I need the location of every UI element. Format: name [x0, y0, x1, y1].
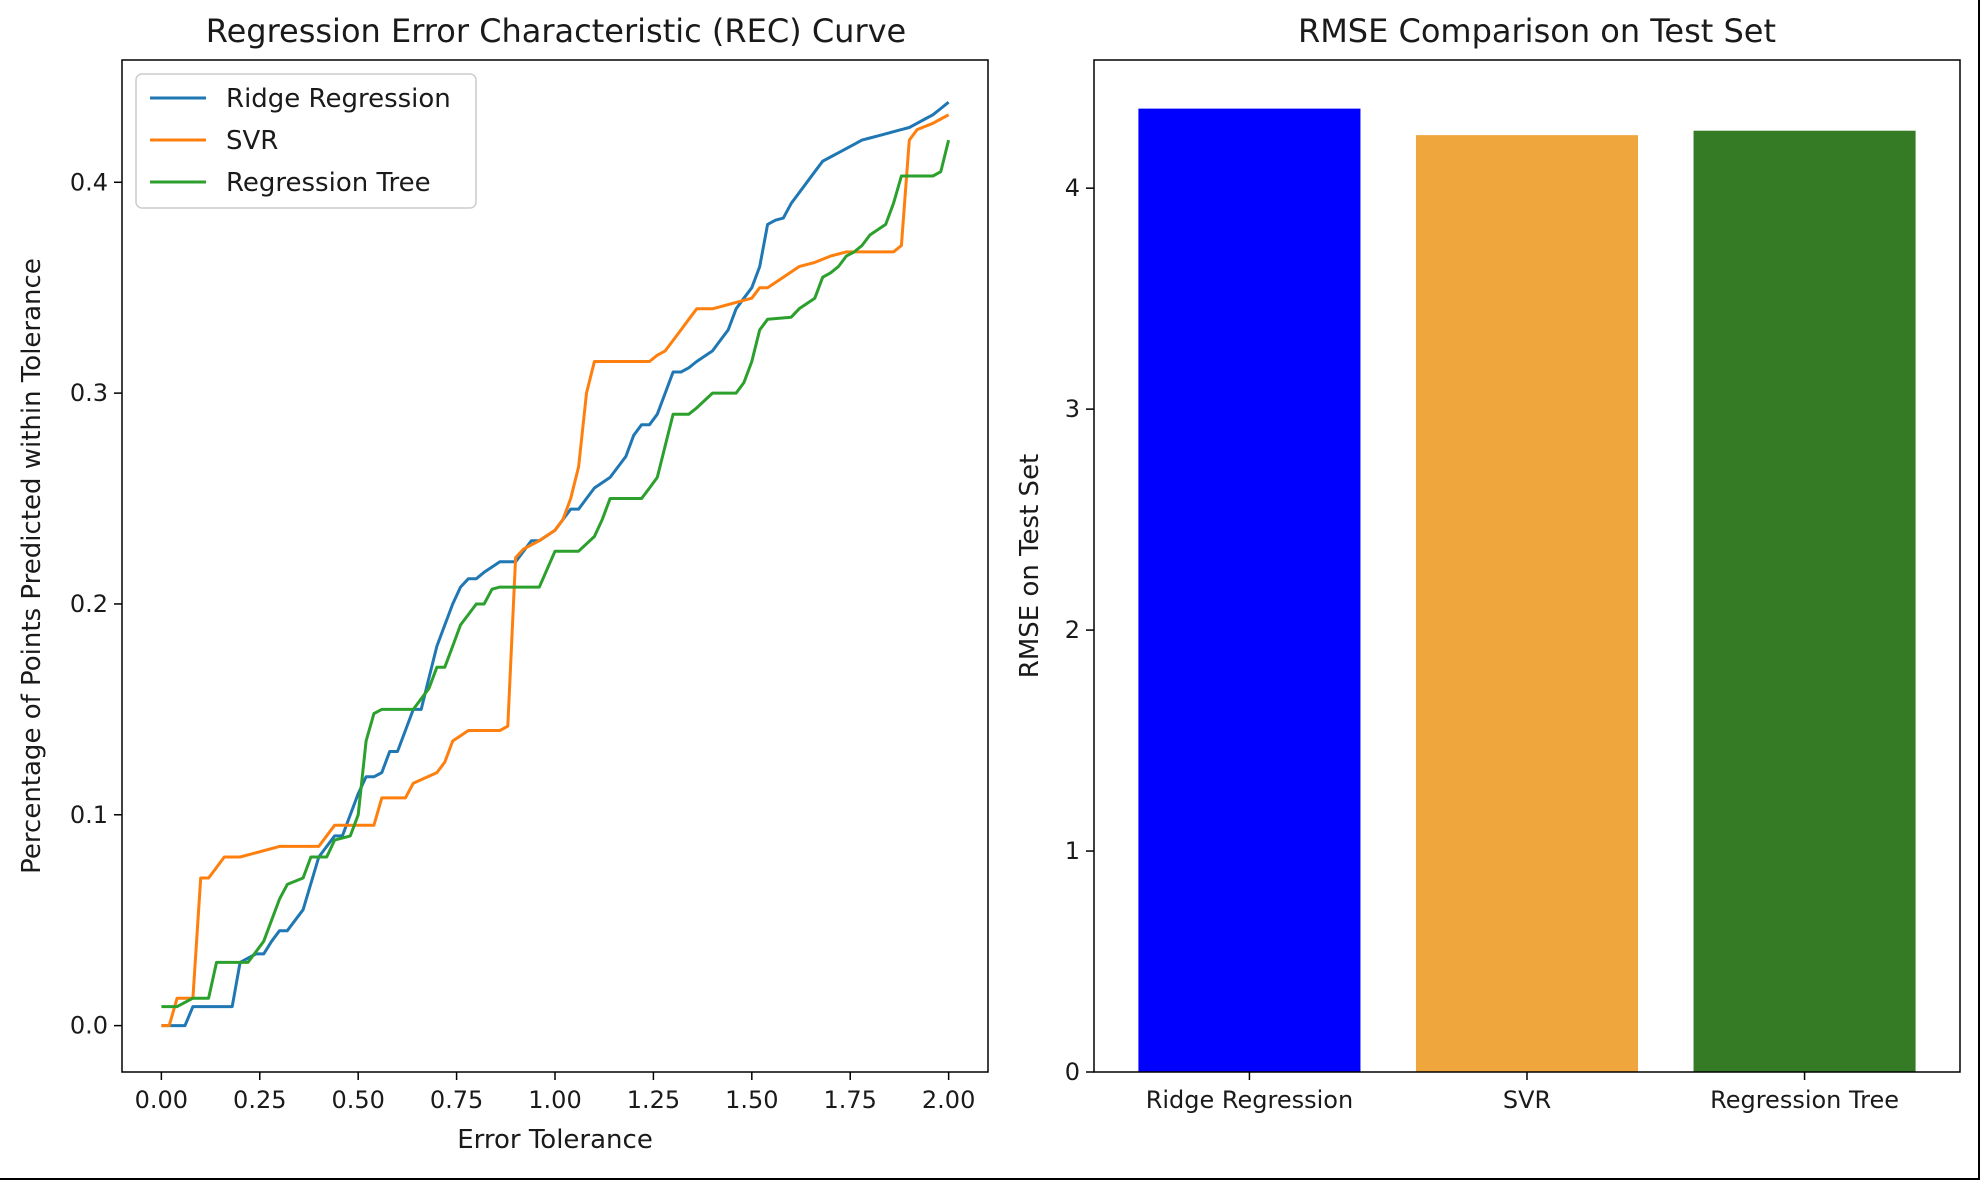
rmse-y-axis-label: RMSE on Test Set	[1015, 454, 1045, 679]
rec-x-tick-label: 0.00	[135, 1086, 188, 1114]
rec-x-axis-label: Error Tolerance	[457, 1125, 653, 1155]
rmse-x-tick-label: Regression Tree	[1710, 1086, 1899, 1114]
legend-label-ridge-regression: Ridge Regression	[226, 84, 451, 114]
rec-x-axis: 0.00 0.25 0.50 0.75 1.00 1.25 1.50 1.75 2.00	[135, 1072, 975, 1114]
rmse-y-tick-label: 4	[1065, 174, 1080, 202]
rec-x-tick-label: 1.75	[824, 1086, 877, 1114]
rmse-x-tick-label: Ridge Regression	[1146, 1086, 1353, 1114]
rec-x-tick-label: 0.25	[233, 1086, 286, 1114]
rmse-y-tick-label: 1	[1065, 837, 1080, 865]
legend-label-regression-tree: Regression Tree	[226, 168, 431, 198]
rmse-bars	[1138, 108, 1916, 1073]
line-series-regression-tree	[161, 139, 951, 1009]
rec-x-tick-label: 1.50	[725, 1086, 778, 1114]
rec-legend: Ridge Regression SVR Regression Tree	[135, 73, 477, 209]
rec-y-tick-label: 0.2	[70, 590, 108, 618]
rec-plot-frame	[121, 59, 989, 1073]
rec-x-tick-label: 0.50	[331, 1086, 384, 1114]
rmse-y-tick-label: 3	[1065, 395, 1080, 423]
rmse-y-tick-label: 0	[1065, 1058, 1080, 1086]
bar-ridge-regression	[1138, 108, 1361, 1073]
rmse-y-axis: 0 1 2 3 4	[1065, 174, 1094, 1086]
rec-chart-title: Regression Error Characteristic (REC) Cu…	[206, 12, 906, 50]
rec-x-tick-label: 1.25	[627, 1086, 680, 1114]
bar-regression-tree	[1693, 130, 1916, 1073]
rmse-chart-title: RMSE Comparison on Test Set	[1298, 12, 1776, 50]
rec-x-tick-label: 1.00	[528, 1086, 581, 1114]
legend-label-svr: SVR	[226, 126, 278, 156]
rec-y-axis: 0.0 0.1 0.2 0.3 0.4	[70, 168, 122, 1040]
line-series-svr	[161, 113, 950, 1028]
rec-y-tick-label: 0.0	[70, 1012, 108, 1040]
rec-chart: Regression Error Characteristic (REC) Cu…	[17, 12, 989, 1155]
rmse-chart: RMSE Comparison on Test Set Ridge Regres…	[1015, 12, 1961, 1114]
rec-y-axis-label: Percentage of Points Predicted within To…	[17, 258, 47, 874]
rec-y-tick-label: 0.1	[70, 801, 108, 829]
rmse-y-tick-label: 2	[1065, 616, 1080, 644]
rec-x-tick-label: 2.00	[922, 1086, 975, 1114]
bar-svr	[1415, 135, 1639, 1072]
rec-y-tick-label: 0.4	[70, 168, 108, 196]
rec-y-tick-label: 0.3	[70, 379, 108, 407]
rec-x-tick-label: 0.75	[430, 1086, 483, 1114]
rmse-x-axis: Ridge Regression SVR Regression Tree	[1146, 1072, 1899, 1114]
line-series-ridge-regression	[161, 101, 950, 1028]
legend-box	[135, 73, 477, 209]
rmse-x-tick-label: SVR	[1503, 1086, 1551, 1114]
rec-series-lines	[161, 101, 951, 1028]
